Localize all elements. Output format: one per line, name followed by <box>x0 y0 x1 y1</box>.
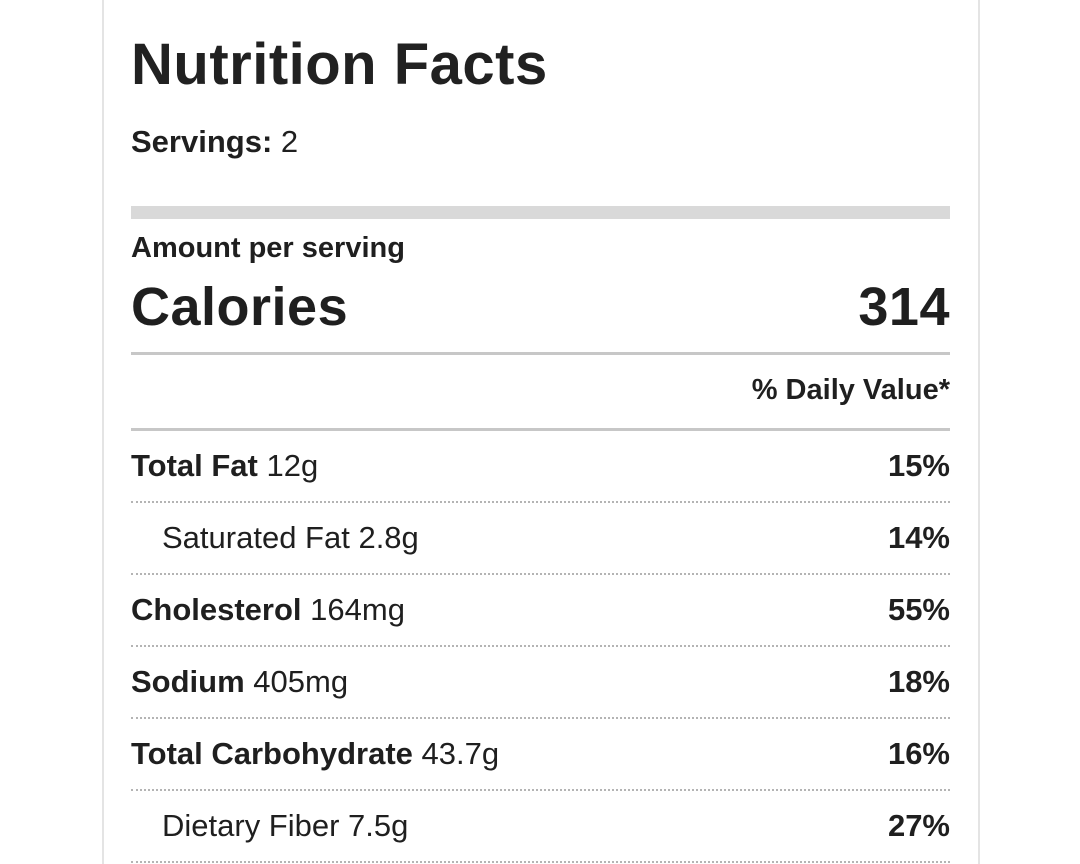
nutrient-row: Dietary Fiber 7.5g 27% <box>131 791 950 863</box>
daily-value-percent: 14% <box>887 520 950 555</box>
daily-value-percent: 18% <box>887 664 950 699</box>
amount-per-serving-label: Amount per serving <box>131 232 405 264</box>
nutrient-name: Cholesterol 164mg <box>131 592 405 627</box>
nutrient-row: Sodium 405mg 18% <box>131 647 950 719</box>
nutrition-facts-title: Nutrition Facts <box>131 32 548 97</box>
servings-line: Servings: 2 <box>131 123 950 160</box>
nutrient-row: Total Carbohydrate 43.7g 16% <box>131 719 950 791</box>
daily-value-percent: 16% <box>887 736 950 771</box>
servings-label: Servings: <box>131 124 273 159</box>
nutrient-name: Saturated Fat 2.8g <box>162 520 419 555</box>
calories-label: Calories <box>131 277 349 337</box>
calories-value: 314 <box>858 277 950 337</box>
nutrient-name: Sodium 405mg <box>131 664 349 699</box>
nutrient-row: Total Fat 12g 15% <box>131 431 950 503</box>
servings-value: 2 <box>280 124 299 159</box>
daily-value-header: % Daily Value* <box>751 374 950 406</box>
nutrition-facts-card: Nutrition Facts Servings: 2 Amount per s… <box>102 0 980 864</box>
divider-under-daily-value <box>131 428 950 431</box>
nutrient-name: Dietary Fiber 7.5g <box>162 808 409 843</box>
daily-value-percent: 15% <box>887 448 950 483</box>
nutrient-row: Saturated Fat 2.8g 14% <box>131 503 950 575</box>
nutrient-name: Total Carbohydrate 43.7g <box>131 736 500 771</box>
calories-row: Calories 314 <box>131 275 950 340</box>
daily-value-percent: 55% <box>887 592 950 627</box>
nutrient-row: Cholesterol 164mg 55% <box>131 575 950 647</box>
divider-under-calories <box>131 352 950 355</box>
section-separator-bar <box>131 206 950 219</box>
nutrient-rows: Total Fat 12g 15% Saturated Fat 2.8g 14% Cho… <box>131 431 950 863</box>
nutrient-name: Total Fat 12g <box>131 448 319 483</box>
daily-value-percent: 27% <box>887 808 950 843</box>
